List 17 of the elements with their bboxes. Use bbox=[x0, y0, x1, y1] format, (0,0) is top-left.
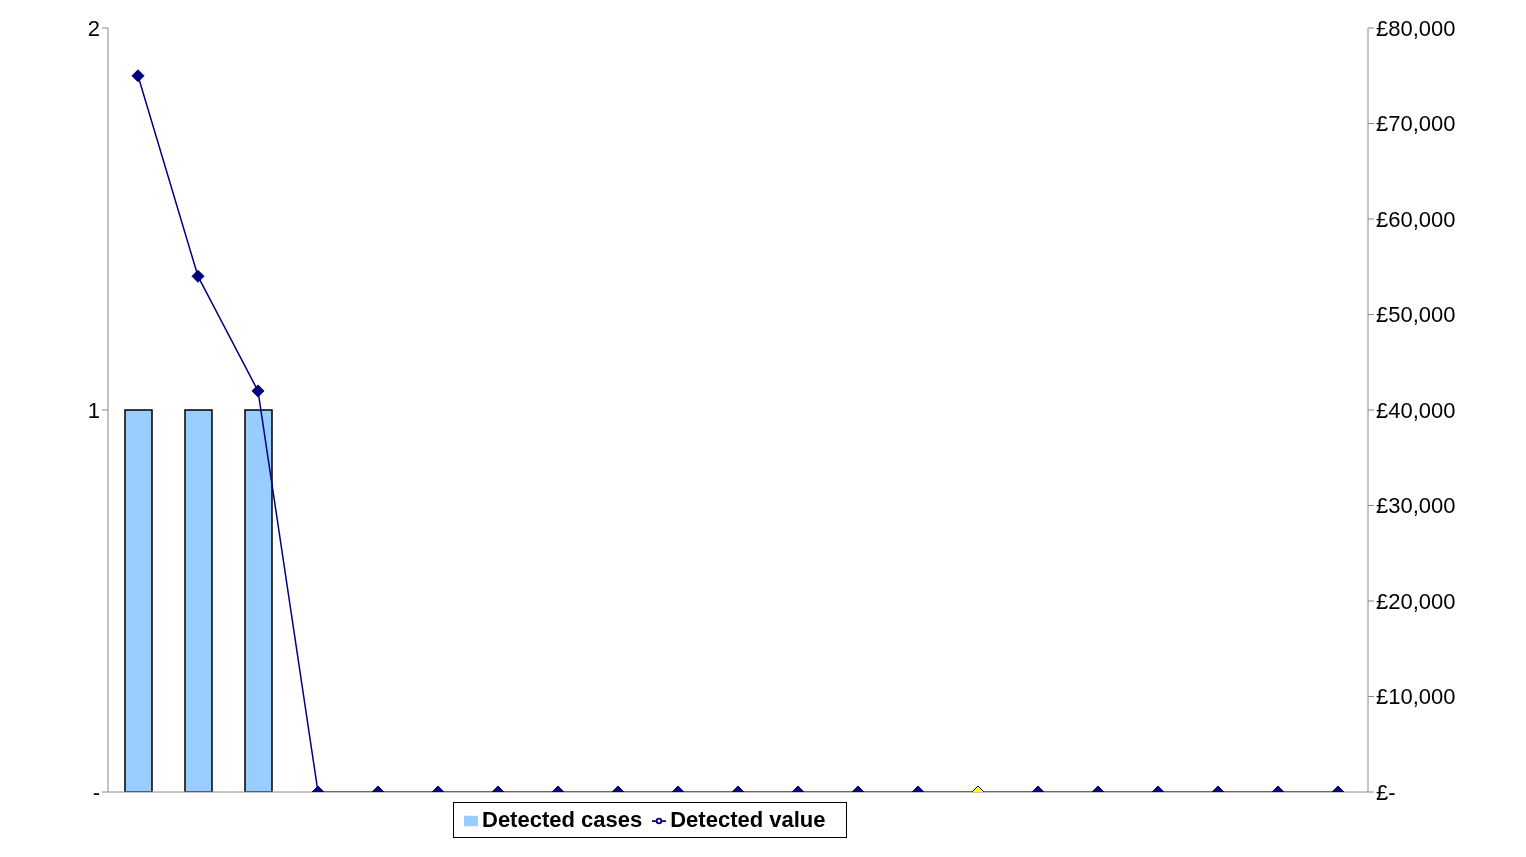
point bbox=[131, 69, 145, 83]
y-tick-label: 2 bbox=[87, 15, 100, 41]
legend-label: Detected cases bbox=[482, 807, 643, 832]
point bbox=[251, 384, 265, 398]
y-tick-label: 1 bbox=[87, 397, 100, 423]
y2-tick-label: £80,000 bbox=[1376, 15, 1456, 41]
point bbox=[191, 269, 205, 283]
y2-tick-label: £- bbox=[1376, 779, 1396, 805]
y2-tick-label: £50,000 bbox=[1376, 302, 1456, 328]
y2-tick-label: £70,000 bbox=[1376, 111, 1456, 137]
legend-label: Detected value bbox=[670, 807, 826, 832]
y2-tick-label: £30,000 bbox=[1376, 493, 1456, 519]
y2-tick-label: £40,000 bbox=[1376, 397, 1456, 423]
y2-tick-label: £10,000 bbox=[1376, 684, 1456, 710]
y2-tick-label: £60,000 bbox=[1376, 206, 1456, 232]
y-tick-label: - bbox=[92, 779, 100, 805]
y2-tick-label: £20,000 bbox=[1376, 588, 1456, 614]
